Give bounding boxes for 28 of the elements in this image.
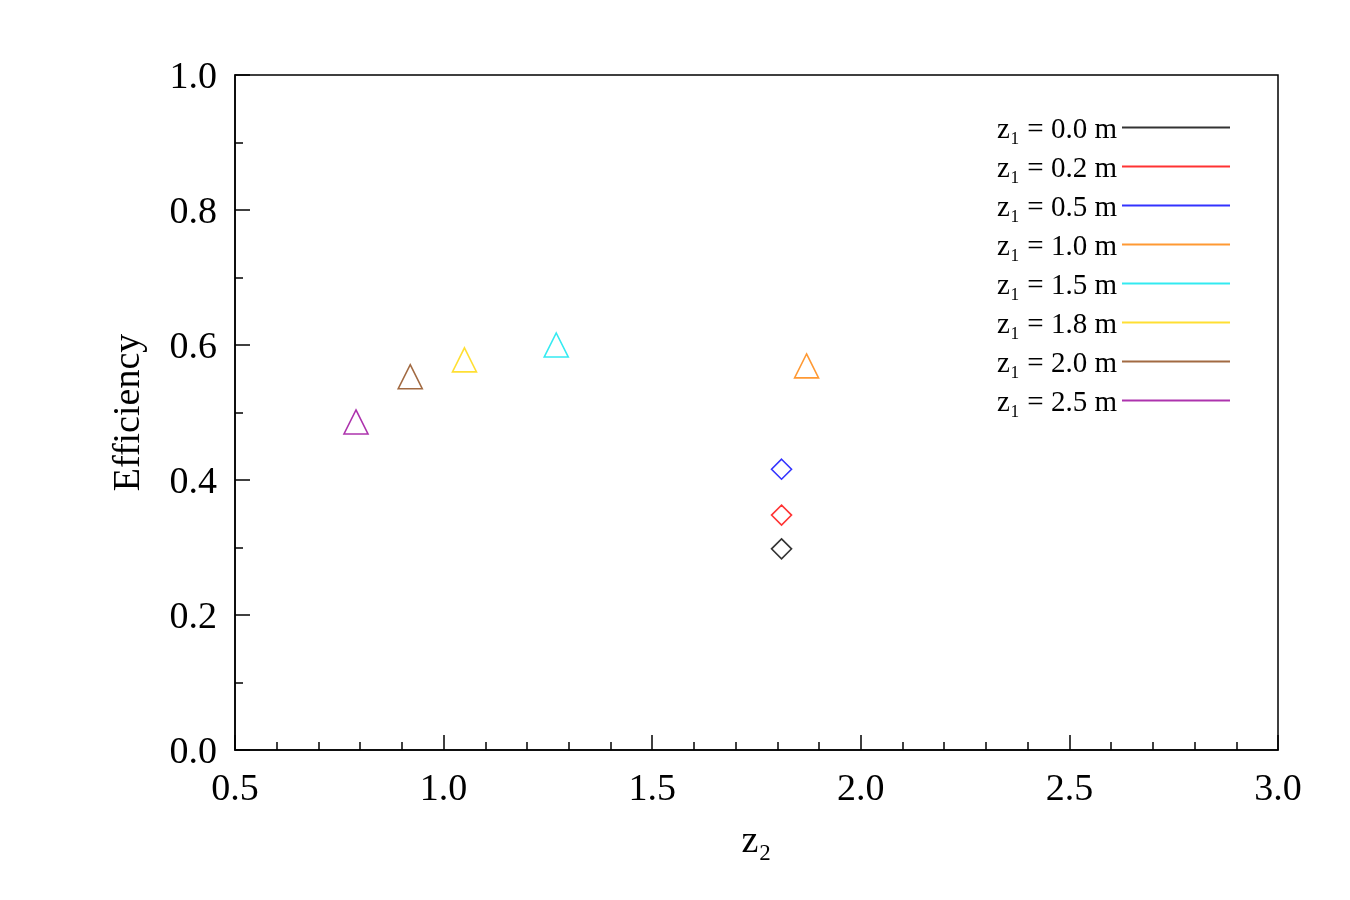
point <box>793 353 820 379</box>
y-axis-title: Efficiency <box>105 333 147 492</box>
x-tick-label: 1.5 <box>628 766 676 808</box>
y-tick-label: 0.6 <box>169 324 217 366</box>
point <box>343 409 369 435</box>
y-tick-label: 1.0 <box>169 54 217 96</box>
legend-label: z₁ = 2.5 m <box>997 384 1118 417</box>
x-tick-label: 2.0 <box>837 766 885 808</box>
legend-label: z₁ = 1.0 m <box>997 228 1118 261</box>
point <box>770 504 793 526</box>
point <box>770 458 793 480</box>
x-axis-title: z₂ <box>741 818 772 860</box>
legend-label: z₁ = 0.0 m <box>997 111 1118 144</box>
point <box>451 347 478 373</box>
x-tick-label: 2.5 <box>1045 766 1094 808</box>
x-tick-label: 1.0 <box>419 766 468 808</box>
point <box>770 538 793 560</box>
y-tick-label: 0.4 <box>169 459 217 501</box>
point <box>397 363 424 390</box>
point <box>543 332 570 358</box>
legend-label: z₁ = 0.5 m <box>997 189 1118 222</box>
y-tick-label: 0.2 <box>169 594 217 636</box>
legend-label: z₁ = 0.2 m <box>997 150 1118 183</box>
y-tick-label: 0.8 <box>169 189 217 231</box>
legend-label: z₁ = 1.8 m <box>997 306 1118 339</box>
legend-label: z₁ = 1.5 m <box>997 267 1118 300</box>
legend-label: z₁ = 2.0 m <box>997 345 1118 378</box>
x-tick-label: 3.0 <box>1254 766 1302 808</box>
